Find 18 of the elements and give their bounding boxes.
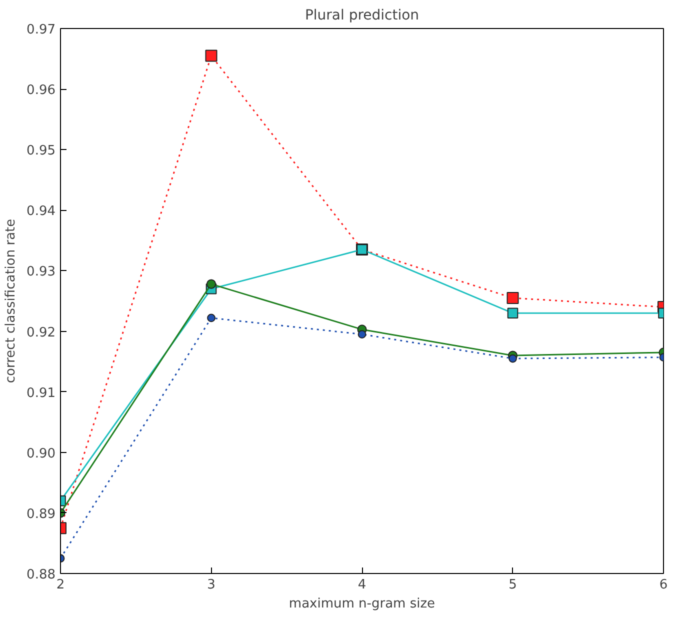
x-tick-label: 5: [508, 578, 517, 592]
x-tick-label: 3: [207, 578, 216, 592]
x-tick-label: 4: [358, 578, 366, 592]
x-tick-label: 2: [56, 578, 65, 592]
y-tick-label: 0.88: [26, 568, 56, 582]
y-axis-title: correct classification rate: [4, 218, 19, 384]
y-tick-label: 0.94: [26, 204, 56, 220]
y-tick-label: 0.91: [26, 386, 56, 401]
y-tick-label: 0.89: [26, 506, 56, 522]
y-tick-label: 0.90: [26, 446, 56, 462]
y-tick-label: 0.97: [26, 22, 56, 38]
y-tick-label: 0.92: [26, 325, 56, 340]
chart-title: Plural prediction: [304, 8, 420, 24]
y-tick-label: 0.93: [26, 264, 56, 280]
y-tick-label: 0.95: [26, 144, 56, 159]
x-tick-label: 6: [659, 578, 668, 592]
y-tick-label: 0.96: [26, 83, 56, 98]
x-axis-title: maximum n-gram size: [288, 596, 436, 612]
